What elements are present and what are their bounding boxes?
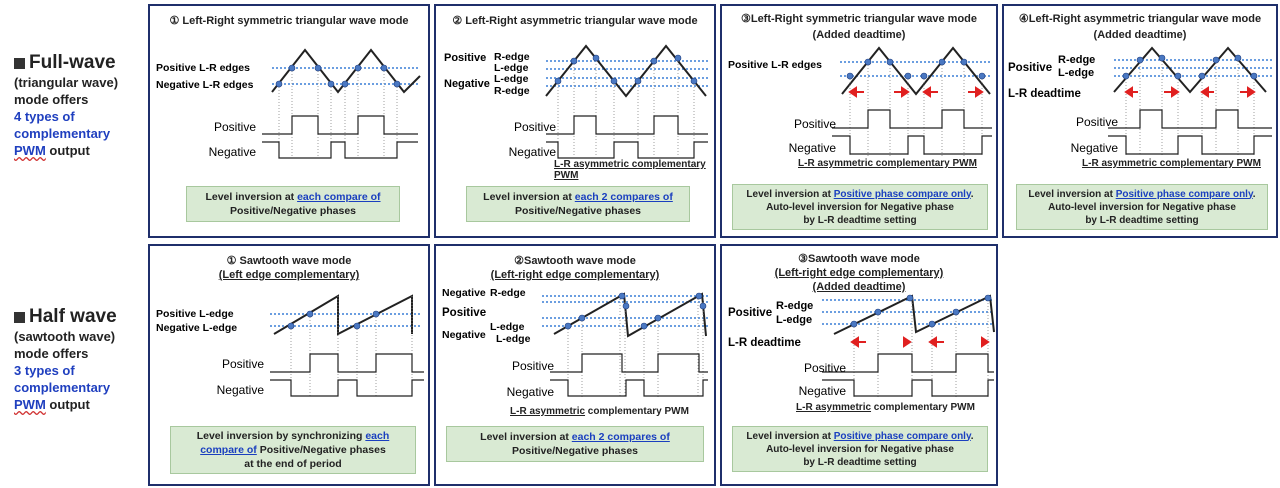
edge-label: Positive — [442, 307, 486, 319]
pwm-caption: L-R asymmetric complementary PWM — [554, 159, 714, 181]
note-link[interactable]: each compare of — [297, 191, 380, 203]
edge-label: L-edge — [1058, 67, 1094, 79]
edge-label: R-edge — [776, 300, 813, 312]
full-wave-line: mode offers — [14, 91, 154, 108]
full-wave-highlight: 4 types of — [14, 108, 154, 125]
note-box: Level inversion by synchronizing each co… — [170, 426, 416, 474]
half-wave-highlight: 3 types of — [14, 362, 154, 379]
positive-label: Positive — [222, 357, 264, 371]
positive-label: Positive — [512, 359, 554, 373]
edge-label: Positive L-edge — [156, 308, 234, 320]
positive-label: Positive — [794, 117, 836, 131]
note-box: Level inversion at each compare of Posit… — [186, 186, 400, 222]
edge-label: Negative L-edge — [156, 322, 237, 334]
edge-label: R-edge — [490, 287, 526, 299]
note-box: Level inversion at Positive phase compar… — [1016, 184, 1268, 230]
negative-label: Negative — [209, 145, 257, 159]
edge-label: L-edge — [496, 333, 531, 345]
full-wave-heading: Full-wave — [29, 52, 116, 74]
edge-label: L-edge — [776, 314, 812, 326]
negative-label: Negative — [799, 384, 847, 398]
edge-label: Positive — [444, 52, 486, 64]
full-wave-line: (triangular wave) — [14, 74, 154, 91]
negative-label: Negative — [507, 385, 555, 399]
deadtime-label: L-R deadtime — [728, 337, 801, 349]
bullet-square-icon — [14, 312, 25, 323]
half-wave-highlight: complementary — [14, 379, 154, 396]
negative-label: Negative — [509, 145, 557, 159]
output-text: output — [46, 397, 90, 412]
negative-label: Negative — [1071, 141, 1119, 155]
edge-label: Positive L-R edges — [156, 62, 250, 74]
pwm-caption: L-R asymmetric complementary PWM — [798, 158, 977, 169]
panel-asymmetric-triangle-deadtime: ④Left-Right asymmetric triangular wave m… — [1002, 4, 1278, 238]
note-link[interactable]: each 2 compares of — [572, 431, 670, 443]
positive-label: Positive — [514, 120, 556, 134]
edge-label: Positive — [1008, 62, 1052, 74]
negative-label: Negative — [217, 383, 265, 397]
positive-label: Positive — [1076, 115, 1118, 129]
positive-label: Positive — [214, 120, 256, 134]
pwm-caption: L-R asymmetric complementary PWM — [1082, 158, 1261, 169]
edge-label: Positive L-R edges — [728, 59, 822, 71]
edge-label: R-edge — [494, 85, 530, 97]
note-link[interactable]: Positive phase compare only — [1116, 189, 1253, 200]
pwm-caption: L-R asymmetric complementary PWM — [796, 402, 975, 413]
edge-label: Negative — [442, 329, 486, 341]
edge-label: Positive — [728, 307, 772, 319]
half-wave-heading: Half wave — [29, 306, 117, 328]
panel-sawtooth-left-edge: ① Sawtooth wave mode (Left edge compleme… — [148, 244, 430, 486]
deadtime-label: L-R deadtime — [1008, 88, 1081, 100]
half-wave-label: Half wave (sawtooth wave) mode offers 3 … — [14, 306, 154, 413]
note-link[interactable]: Positive phase compare only — [834, 189, 971, 200]
pwm-text: PWM — [14, 397, 46, 412]
panel-symmetric-triangle: ① Left-Right symmetric triangular wave m… — [148, 4, 430, 238]
output-text: output — [46, 143, 90, 158]
negative-label: Negative — [789, 141, 837, 155]
pwm-text: PWM — [14, 143, 46, 158]
edge-label: Negative — [444, 78, 490, 90]
note-box: Level inversion at Positive phase compar… — [732, 426, 988, 472]
half-wave-line: (sawtooth wave) — [14, 328, 154, 345]
edge-label: L-edge — [494, 73, 529, 85]
panel-sawtooth-lr-edge: ②Sawtooth wave mode (Left-right edge com… — [434, 244, 716, 486]
edge-label: Negative — [442, 287, 486, 299]
bullet-square-icon — [14, 58, 25, 69]
edge-label: R-edge — [1058, 54, 1095, 66]
panel-sawtooth-lr-deadtime: ③Sawtooth wave mode (Left-right edge com… — [720, 244, 998, 486]
full-wave-label: Full-wave (triangular wave) mode offers … — [14, 52, 154, 159]
note-link[interactable]: Positive phase compare only — [834, 431, 971, 442]
note-link[interactable]: each 2 compares of — [575, 191, 673, 203]
positive-label: Positive — [804, 361, 846, 375]
panel-asymmetric-triangle: ② Left-Right asymmetric triangular wave … — [434, 4, 716, 238]
note-box: Level inversion at each 2 compares of Po… — [446, 426, 704, 462]
pwm-caption: L-R asymmetric complementary PWM — [510, 406, 689, 417]
half-wave-line: mode offers — [14, 345, 154, 362]
edge-label: Negative L-R edges — [156, 79, 254, 91]
edge-label: L-edge — [490, 321, 525, 333]
full-wave-highlight: complementary — [14, 125, 154, 142]
panel-symmetric-triangle-deadtime: ③Left-Right symmetric triangular wave mo… — [720, 4, 998, 238]
note-box: Level inversion at Positive phase compar… — [732, 184, 988, 230]
note-box: Level inversion at each 2 compares of Po… — [466, 186, 690, 222]
